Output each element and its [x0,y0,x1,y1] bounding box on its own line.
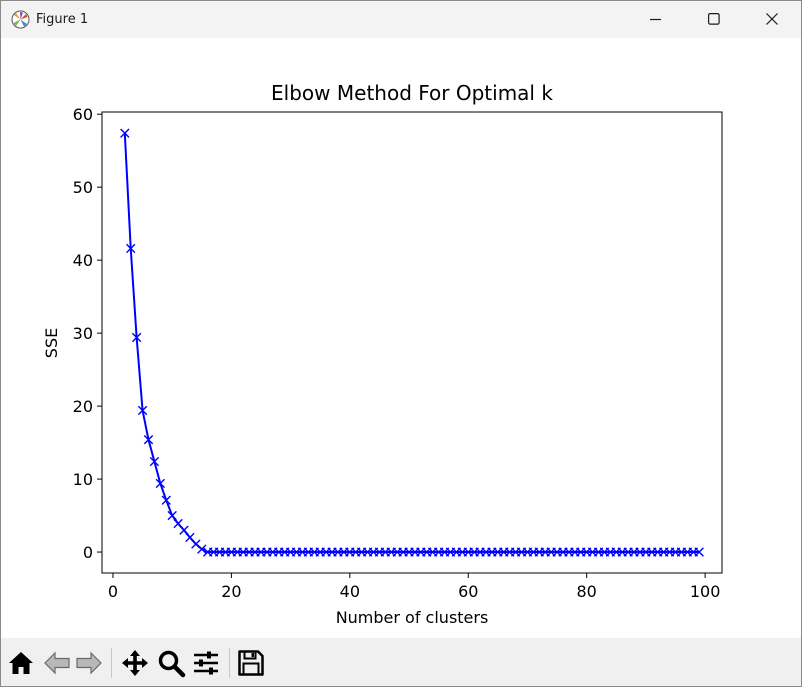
x-tick-label: 40 [340,582,360,601]
forward-arrow-icon [76,651,102,675]
configure-subplots-button[interactable] [191,648,221,678]
x-tick-label: 60 [458,582,478,601]
data-point-marker [143,434,154,445]
navigation-toolbar [1,638,801,686]
floppy-disk-icon [238,650,264,676]
move-icon [122,650,148,676]
plot-area [101,111,723,574]
y-tick-label: 40 [73,251,93,270]
window-title: Figure 1 [36,12,89,27]
data-point-marker [131,332,142,343]
data-point-marker [167,510,177,521]
close-icon [766,13,778,25]
data-point-marker [694,547,704,557]
back-button[interactable] [42,648,72,678]
y-tick-label: 10 [73,470,93,489]
data-point-marker [126,243,136,254]
magnifier-icon [158,650,186,678]
y-tick-label: 50 [73,178,93,197]
x-tick-label: 100 [690,582,721,601]
home-icon [9,652,33,674]
data-point-marker [179,525,189,535]
y-tick-label: 20 [73,397,93,416]
figure-canvas[interactable]: Elbow Method For Optimal k 0 20 40 60 80 100 … [1,38,801,638]
y-tick-label: 0 [83,543,93,562]
minimize-button[interactable] [633,1,679,38]
x-axis-label: Number of clusters [336,608,489,627]
maximize-button[interactable] [691,1,737,38]
minimize-icon [650,18,661,21]
sliders-icon [194,651,218,675]
title-bar[interactable]: Figure 1 [1,1,801,38]
data-point-marker [161,495,171,505]
save-button[interactable] [236,648,266,678]
x-tick-label: 20 [221,582,241,601]
toolbar-separator [111,648,112,678]
zoom-button[interactable] [156,648,186,678]
pan-button[interactable] [120,648,150,678]
data-point-marker [155,478,166,489]
y-axis: 0 10 20 30 40 50 60 [73,105,102,562]
maximize-icon [708,13,720,25]
data-point-marker [120,128,130,138]
toolbar-separator [229,648,230,678]
x-axis: 0 20 40 60 80 100 [108,573,721,601]
home-button[interactable] [6,648,36,678]
elbow-chart: Elbow Method For Optimal k 0 20 40 60 80 100 … [42,81,723,627]
chart-title: Elbow Method For Optimal k [271,81,553,105]
data-point-marker [137,405,148,416]
forward-button[interactable] [74,648,104,678]
y-tick-label: 60 [73,105,93,124]
data-point-marker [149,456,160,467]
close-button[interactable] [749,1,795,38]
x-tick-label: 0 [108,582,118,601]
y-tick-label: 30 [73,324,93,343]
y-axis-label: SSE [42,328,61,358]
x-tick-label: 80 [577,582,597,601]
sse-series [120,128,704,557]
matplotlib-icon [11,10,30,29]
back-arrow-icon [44,651,70,675]
data-point-marker [197,544,207,554]
